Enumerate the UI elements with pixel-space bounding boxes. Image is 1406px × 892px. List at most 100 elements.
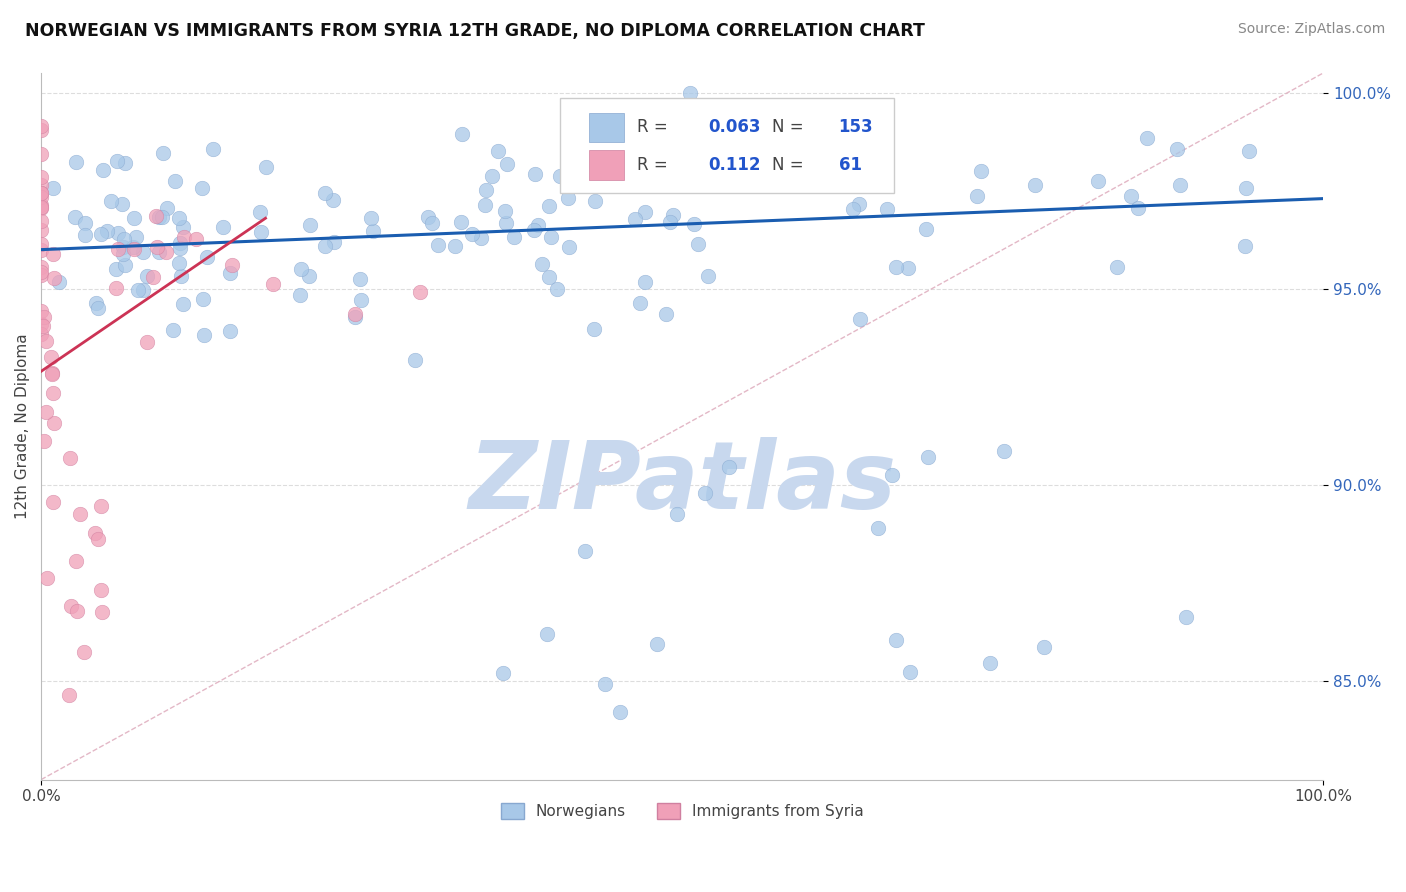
Point [145,210,167,224]
FancyBboxPatch shape [561,98,894,193]
Point [537,198,560,212]
Point [30,170,52,185]
Y-axis label: 12th Grade, No Diploma: 12th Grade, No Diploma [15,334,30,519]
Point [624,211,647,226]
Point [409,285,432,300]
Point [169,241,191,255]
Point [634,275,657,289]
Point [69,507,91,521]
Point [152,146,174,161]
Text: 61: 61 [838,156,862,174]
Point [658,214,681,228]
Point [73,228,96,243]
Point [90,582,112,597]
Point [30,243,52,257]
Bar [589,150,624,179]
Text: Source: ZipAtlas.com: Source: ZipAtlas.com [1237,22,1385,37]
Point [849,311,872,326]
Point [966,189,988,203]
Point [169,235,191,250]
Point [588,177,610,191]
Point [574,544,596,558]
Point [135,335,157,350]
Point [152,210,174,224]
Point [495,216,517,230]
Point [58,688,80,702]
Point [609,705,631,719]
Point [30,265,52,279]
Point [41,367,63,381]
Point [1239,144,1261,158]
Text: 0.112: 0.112 [707,156,761,174]
Point [993,443,1015,458]
Point [323,235,346,249]
Point [537,269,560,284]
Point [474,197,496,211]
Point [148,210,170,224]
Point [146,240,169,254]
Point [361,224,384,238]
Point [461,227,484,242]
Point [107,242,129,256]
Point [427,237,450,252]
Point [443,239,465,253]
Point [87,532,110,546]
Point [735,157,758,171]
Point [298,268,321,283]
Point [104,261,127,276]
Point [842,202,865,216]
Point [112,232,135,246]
Point [41,366,63,380]
Point [662,208,685,222]
Point [30,214,52,228]
Point [63,210,86,224]
Point [290,288,312,302]
Point [1105,260,1128,274]
Point [540,230,562,244]
Point [107,227,129,241]
Point [65,604,87,618]
Point [683,217,706,231]
Point [112,240,135,254]
Point [122,243,145,257]
Point [155,244,177,259]
Point [90,499,112,513]
Text: R =: R = [637,156,668,174]
Point [876,202,898,216]
Point [105,154,128,169]
Point [193,327,215,342]
Point [42,416,65,430]
Point [558,240,581,254]
Point [30,304,52,318]
Point [970,164,993,178]
Point [172,220,194,235]
Point [298,219,321,233]
Point [884,260,907,274]
Point [718,459,741,474]
Point [32,310,55,325]
Point [73,645,96,659]
Point [111,247,134,261]
Point [470,231,492,245]
Point [35,334,58,349]
Point [30,190,52,204]
Point [1032,640,1054,654]
Point [60,599,83,613]
Point [557,191,579,205]
Point [530,257,553,271]
Point [1166,142,1188,156]
Point [898,665,921,680]
Point [546,282,568,296]
Point [725,169,748,183]
Text: N =: N = [772,119,804,136]
Point [32,434,55,448]
Point [848,197,870,211]
Point [290,261,312,276]
Point [665,507,688,521]
Point [84,296,107,310]
Point [122,211,145,226]
Point [343,310,366,324]
Point [1024,178,1046,192]
Point [1168,178,1191,193]
Point [583,194,606,208]
